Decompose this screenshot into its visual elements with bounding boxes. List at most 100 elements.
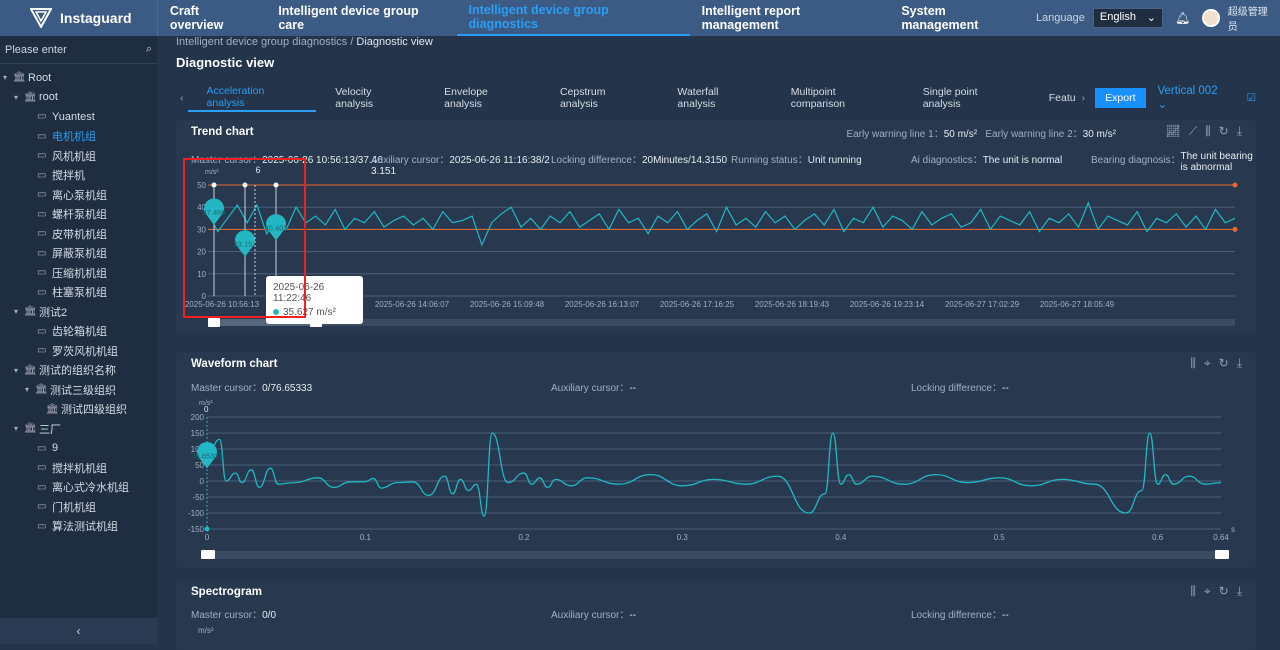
tree-item[interactable]: ▭ 风机机组	[0, 146, 157, 166]
label: Master cursor：	[191, 610, 263, 621]
device-icon: ▭	[37, 462, 47, 474]
value: The unit bearing is abnormal	[1180, 151, 1253, 173]
cursor-top-label: 0	[204, 405, 209, 414]
tree-item[interactable]: ▾ 🏛︎ 测试三级组织	[0, 380, 157, 400]
search-input[interactable]: Please enter ⌕	[0, 36, 157, 64]
line-chart-icon[interactable]: 📈︎	[1165, 124, 1181, 138]
download-icon[interactable]: ⤓	[1236, 356, 1242, 370]
device-icon: ▭	[37, 228, 47, 240]
x-axis-unit: s	[1231, 525, 1235, 534]
breadcrumb: Intelligent device group diagnostics / D…	[176, 36, 433, 48]
user-name[interactable]: 超级管理员	[1227, 7, 1268, 33]
waveform-toolbar: ⫼ ⌖ ↻ ⤓	[1190, 356, 1242, 371]
tree-item[interactable]: ▾ 🏛︎ Root	[0, 68, 157, 88]
tab-item[interactable]: Waterfall analysis	[677, 86, 719, 110]
cursor-icon[interactable]: ⫼	[1190, 356, 1196, 370]
locking-difference: Locking difference：--	[911, 379, 1009, 394]
nav-item[interactable]: Intelligent device group care	[278, 4, 419, 32]
brand-logo[interactable]: Instaguard	[0, 0, 158, 36]
tree-item[interactable]: ▭ 算法测试机组	[0, 517, 157, 537]
cursor-marker	[235, 230, 255, 257]
label: Ai diagnostics：	[911, 155, 983, 166]
caret-down-icon[interactable]: ▾	[14, 307, 19, 317]
location-icon[interactable]: ⌖	[1203, 584, 1211, 598]
tree-item[interactable]: ▭ Yuantest	[0, 107, 157, 127]
y-tick-label: 40	[197, 203, 206, 212]
tree-item[interactable]: ▭ 离心式冷水机组	[0, 478, 157, 498]
tree-item[interactable]: ▭ 9	[0, 439, 157, 459]
tree-item[interactable]: ▭ 柱塞泵机组	[0, 283, 157, 303]
tree-item[interactable]: ▾ 🏛︎ 三厂	[0, 419, 157, 439]
label: Running status：	[731, 155, 808, 166]
cursor-icon[interactable]: ⫼	[1205, 124, 1211, 138]
nav-item[interactable]: Intelligent report management	[701, 4, 801, 32]
collapse-sidebar-button[interactable]: ‹	[0, 618, 157, 644]
caret-down-icon[interactable]: ▾	[3, 73, 8, 83]
tab-item[interactable]: Envelope analysis	[444, 86, 488, 110]
caret-down-icon[interactable]: ▾	[14, 92, 19, 102]
bell-icon[interactable]: 🔔︎	[1174, 11, 1191, 25]
x-tick-label: 0.6	[1152, 533, 1164, 542]
tab-item[interactable]: Velocity analysis	[335, 86, 374, 110]
caret-down-icon[interactable]: ▾	[14, 365, 19, 375]
language-select[interactable]: English ⌄	[1092, 8, 1163, 28]
tree-item[interactable]: ▭ 门机机组	[0, 497, 157, 517]
export-button[interactable]: Export	[1095, 88, 1146, 108]
tabs-prev-icon[interactable]: ‹	[180, 92, 184, 104]
avatar[interactable]	[1202, 9, 1220, 27]
tree-item[interactable]: ▭ 螺杆泵机组	[0, 205, 157, 225]
caret-down-icon[interactable]: ▾	[25, 385, 30, 395]
tab-item[interactable]: Single point analysis	[922, 86, 978, 110]
nav-item[interactable]: System management	[901, 4, 979, 32]
refresh-icon[interactable]: ↻	[1218, 124, 1229, 138]
tree-item[interactable]: ▾ 🏛︎ 测试2	[0, 302, 157, 322]
cursor-marker-label: 37.466	[203, 208, 226, 217]
channel-select[interactable]: Vertical 002 ⌄	[1157, 85, 1218, 111]
tree-item[interactable]: ▭ 屏蔽泵机组	[0, 244, 157, 264]
organization-icon: 🏛︎	[24, 364, 37, 376]
tree-item[interactable]: ▭ 罗茨风机机组	[0, 341, 157, 361]
x-tick-label: 2025-06-26 10:56:13	[185, 300, 260, 309]
value: 0/0	[262, 610, 277, 621]
tab-item[interactable]: Featu	[1048, 92, 1076, 104]
calendar-icon[interactable]: ☑	[1246, 92, 1256, 104]
y-tick-label: 0	[200, 477, 205, 486]
tree-item[interactable]: ▾ 🏛︎ 测试的组织名称	[0, 361, 157, 381]
tree-item[interactable]: ▾ 🏛︎ root	[0, 88, 157, 108]
nav-item[interactable]: Intelligent device group diagnostics	[456, 0, 690, 36]
waveform-chart[interactable]: -150-100-50050100150200m/s²000.10.20.30.…	[0, 352, 1280, 568]
tab-item[interactable]: Cepstrum analysis	[559, 86, 606, 110]
tree-item[interactable]: ▭ 离心泵机组	[0, 185, 157, 205]
cursor-marker-label: 30.403	[265, 224, 288, 233]
tab-item[interactable]: Multipoint comparison	[790, 86, 846, 110]
tree-item[interactable]: ▭ 搅拌机机组	[0, 458, 157, 478]
zoom-slider-handle[interactable]	[201, 550, 215, 559]
tree-item[interactable]: ▭ 搅拌机	[0, 166, 157, 186]
tree-item[interactable]: ▭ 齿轮箱机组	[0, 322, 157, 342]
cursor-icon[interactable]: ⫼	[1190, 584, 1196, 598]
download-icon[interactable]: ⤓	[1236, 124, 1242, 138]
y-tick-label: 50	[197, 181, 206, 190]
tree-item[interactable]: ▭ 压缩机机组	[0, 263, 157, 283]
cursor-count: 6	[255, 165, 260, 175]
zoom-slider-handle[interactable]	[208, 318, 220, 327]
breadcrumb-parent[interactable]: Intelligent device group diagnostics	[176, 36, 348, 48]
device-icon: ▭	[37, 481, 47, 493]
analysis-tabs: ‹ Acceleration analysis Velocity analysis…	[176, 84, 1256, 112]
device-icon: ▭	[37, 325, 47, 337]
refresh-icon[interactable]: ↻	[1218, 584, 1229, 598]
refresh-icon[interactable]: ↻	[1218, 356, 1229, 370]
tabs-next-icon[interactable]: ›	[1081, 92, 1086, 104]
page-title: Diagnostic view	[176, 55, 275, 70]
tree-item[interactable]: ▭ 皮带机机组	[0, 224, 157, 244]
tree-item[interactable]: 🏛︎ 测试四级组织	[0, 400, 157, 420]
trend-line-icon[interactable]: ⟋	[1188, 124, 1198, 138]
spectrogram-toolbar: ⫼ ⌖ ↻ ⤓	[1190, 584, 1242, 599]
nav-item[interactable]: Craft overview	[169, 4, 224, 32]
caret-down-icon[interactable]: ▾	[14, 424, 19, 434]
location-icon[interactable]: ⌖	[1203, 356, 1211, 370]
download-icon[interactable]: ⤓	[1236, 584, 1242, 598]
tab-item[interactable]: Acceleration analysis	[187, 84, 317, 112]
zoom-slider-handle[interactable]	[1215, 550, 1229, 559]
tree-item[interactable]: ▭ 电机机组	[0, 127, 157, 147]
